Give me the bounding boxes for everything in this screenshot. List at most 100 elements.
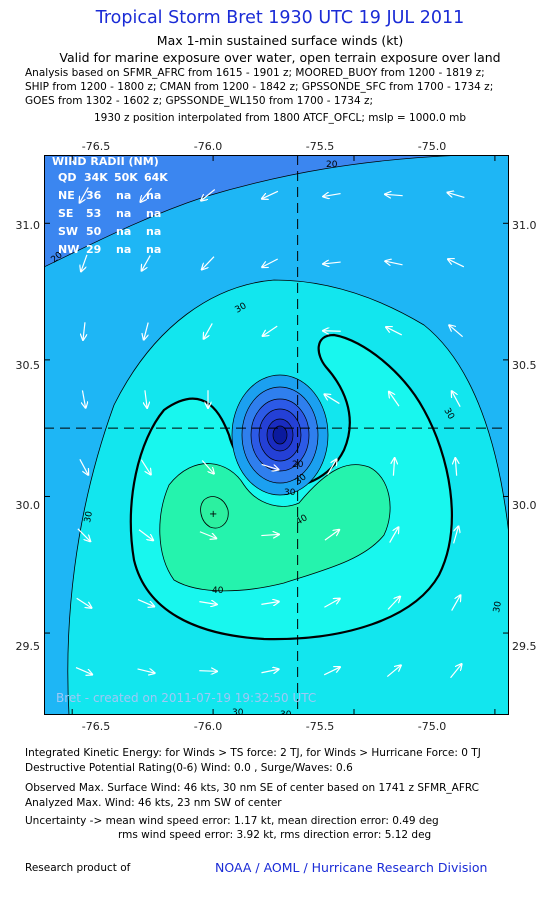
contour-label-30-core: 30 bbox=[284, 488, 296, 498]
lat-label-right-3: 29.5 bbox=[512, 640, 537, 653]
wind-radii-title: WIND RADII (NM) bbox=[52, 155, 159, 168]
wind-arrow-28 bbox=[140, 459, 150, 475]
lat-label-right-2: 30.0 bbox=[512, 499, 537, 512]
wind-arrow-3 bbox=[262, 190, 279, 198]
wind-arrow-21 bbox=[82, 390, 85, 407]
wind-arrow-5 bbox=[385, 194, 403, 195]
wind-arrow-50 bbox=[199, 671, 216, 672]
wind-arrow-14 bbox=[83, 322, 85, 339]
wind-radii-cell-2-0: SW bbox=[58, 225, 78, 238]
lat-label-left-0: 31.0 bbox=[15, 219, 41, 232]
lon-label-top-1: -76.0 bbox=[193, 140, 223, 153]
subtitle-exposure: Valid for marine exposure over water, op… bbox=[59, 50, 501, 65]
wind-arrow-30 bbox=[261, 463, 279, 469]
wind-arrow-53 bbox=[386, 665, 400, 678]
wind-arrow-15 bbox=[144, 322, 148, 340]
wind-max-cell bbox=[200, 496, 229, 529]
contour-label-20-b: 20 bbox=[326, 160, 338, 170]
lon-label-bottom-1: -76.0 bbox=[193, 720, 223, 733]
wind-arrow-1 bbox=[141, 187, 152, 202]
wind-arrow-46 bbox=[387, 597, 400, 610]
wind-radii-cell-1-2: na bbox=[116, 207, 131, 220]
wind-arrow-22 bbox=[145, 390, 147, 407]
wind-arrow-38 bbox=[324, 530, 339, 541]
footer-research-org: NOAA / AOML / Hurricane Research Divisio… bbox=[215, 860, 488, 875]
lon-label-top-2: -75.5 bbox=[305, 140, 335, 153]
wind-arrow-16 bbox=[204, 323, 213, 338]
subtitle-max-winds: Max 1-min sustained surface winds (kt) bbox=[156, 33, 404, 48]
wind-arrow-49 bbox=[137, 669, 155, 673]
contour-label-30-c: 30 bbox=[83, 510, 95, 523]
wind-arrow-34 bbox=[77, 528, 90, 541]
wind-radii-cell-3-2: na bbox=[116, 243, 131, 256]
footer-uncertainty-2: rms wind speed error: 3.92 kt, rms direc… bbox=[118, 829, 432, 841]
lat-label-left-3: 29.5 bbox=[15, 640, 41, 653]
wind-arrow-47 bbox=[451, 595, 461, 611]
axis-ticks bbox=[44, 155, 509, 715]
wind-arrow-10 bbox=[262, 258, 278, 267]
wind-arrow-36 bbox=[199, 531, 216, 539]
wind-arrow-17 bbox=[263, 325, 278, 336]
wind-radii-cell-2-2: na bbox=[116, 225, 131, 238]
lon-label-bottom-2: -75.5 bbox=[305, 720, 335, 733]
wind-radii-header-qd: QD bbox=[58, 171, 76, 184]
page-title: Tropical Storm Bret 1930 UTC 19 JUL 2011 bbox=[95, 8, 465, 28]
wind-arrow-33 bbox=[455, 458, 456, 476]
wind-arrow-11 bbox=[323, 262, 341, 264]
footer-uncertainty-1: Uncertainty -> mean wind speed error: 1.… bbox=[25, 815, 439, 827]
map-credit: Bret - created on 2011-07-19 19:32:50 UT… bbox=[56, 691, 316, 705]
wind-arrow-27 bbox=[79, 459, 88, 474]
wind-arrow-8 bbox=[142, 255, 151, 270]
analysis-line-2: SHIP from 1200 - 1800 z; CMAN from 1200 … bbox=[25, 81, 494, 93]
analysis-line-3: GOES from 1302 - 1602 z; GPSSONDE_WL150 … bbox=[25, 95, 374, 107]
lat-label-left-1: 30.5 bbox=[15, 359, 41, 372]
wind-arrow-37 bbox=[261, 534, 278, 535]
lon-label-bottom-0: -76.5 bbox=[81, 720, 111, 733]
wind-radii-header-50k: 50K bbox=[114, 171, 138, 184]
wind-radii-header-34k: 34K bbox=[84, 171, 108, 184]
wind-radii-cell-2-1: 50 bbox=[86, 225, 102, 238]
wind-arrow-0 bbox=[80, 187, 89, 202]
wind-arrow-35 bbox=[138, 529, 153, 540]
wind-arrow-25 bbox=[389, 392, 400, 407]
wind-arrow-32 bbox=[393, 458, 394, 476]
wind-radii-cell-1-3: na bbox=[146, 207, 161, 220]
wind-band-40-plus bbox=[159, 463, 391, 592]
footer-analyzed: Analyzed Max. Wind: 46 kts, 23 nm SW of … bbox=[25, 797, 282, 809]
wind-arrow-48 bbox=[75, 667, 92, 675]
analysis-line-1: Analysis based on SFMR_AFRC from 1615 - … bbox=[25, 67, 485, 79]
wind-arrow-43 bbox=[199, 602, 216, 605]
footer-observed: Observed Max. Surface Wind: 46 kts, 30 n… bbox=[25, 782, 480, 794]
core-ring-6 bbox=[272, 425, 288, 445]
footer-dpr: Destructive Potential Rating(0-6) Wind: … bbox=[25, 762, 353, 774]
wind-arrow-44 bbox=[261, 602, 278, 605]
lon-label-top-0: -76.5 bbox=[81, 140, 111, 153]
wind-arrow-40 bbox=[453, 527, 459, 544]
wind-arrow-9 bbox=[202, 256, 215, 270]
wind-arrow-20 bbox=[449, 325, 464, 338]
contour-label-30-f: 30 bbox=[280, 710, 292, 715]
wind-arrow-51 bbox=[261, 669, 278, 672]
position-note: 1930 z position interpolated from 1800 A… bbox=[93, 112, 467, 124]
wind-arrow-7 bbox=[81, 254, 88, 271]
wind-arrow-4 bbox=[323, 194, 341, 197]
footer-ike: Integrated Kinetic Energy: for Winds > T… bbox=[25, 747, 481, 759]
lon-label-bottom-3: -75.0 bbox=[417, 720, 447, 733]
wind-arrow-24 bbox=[325, 394, 340, 405]
lat-label-left-2: 30.0 bbox=[15, 499, 41, 512]
wind-arrow-41 bbox=[76, 597, 92, 607]
wind-radii-cell-3-0: NW bbox=[58, 243, 79, 256]
wind-field-map: + 20 20 30 30 30 30 30 30 30 40 40 20 30… bbox=[44, 155, 509, 715]
wind-arrow-54 bbox=[450, 664, 462, 679]
wind-arrow-31 bbox=[327, 459, 337, 475]
wind-arrow-26 bbox=[452, 391, 461, 407]
wind-radii-cell-0-0: NE bbox=[58, 189, 75, 202]
wind-arrow-19 bbox=[386, 327, 403, 336]
wind-radii-cell-1-1: 53 bbox=[86, 207, 101, 220]
wind-radii-cell-0-2: na bbox=[116, 189, 131, 202]
contour-label-30-e: 30 bbox=[232, 708, 244, 715]
lat-label-right-1: 30.5 bbox=[512, 359, 537, 372]
max-wind-marker: + bbox=[209, 509, 217, 520]
wind-radii-header-64k: 64K bbox=[144, 171, 168, 184]
lat-label-right-0: 31.0 bbox=[512, 219, 537, 232]
